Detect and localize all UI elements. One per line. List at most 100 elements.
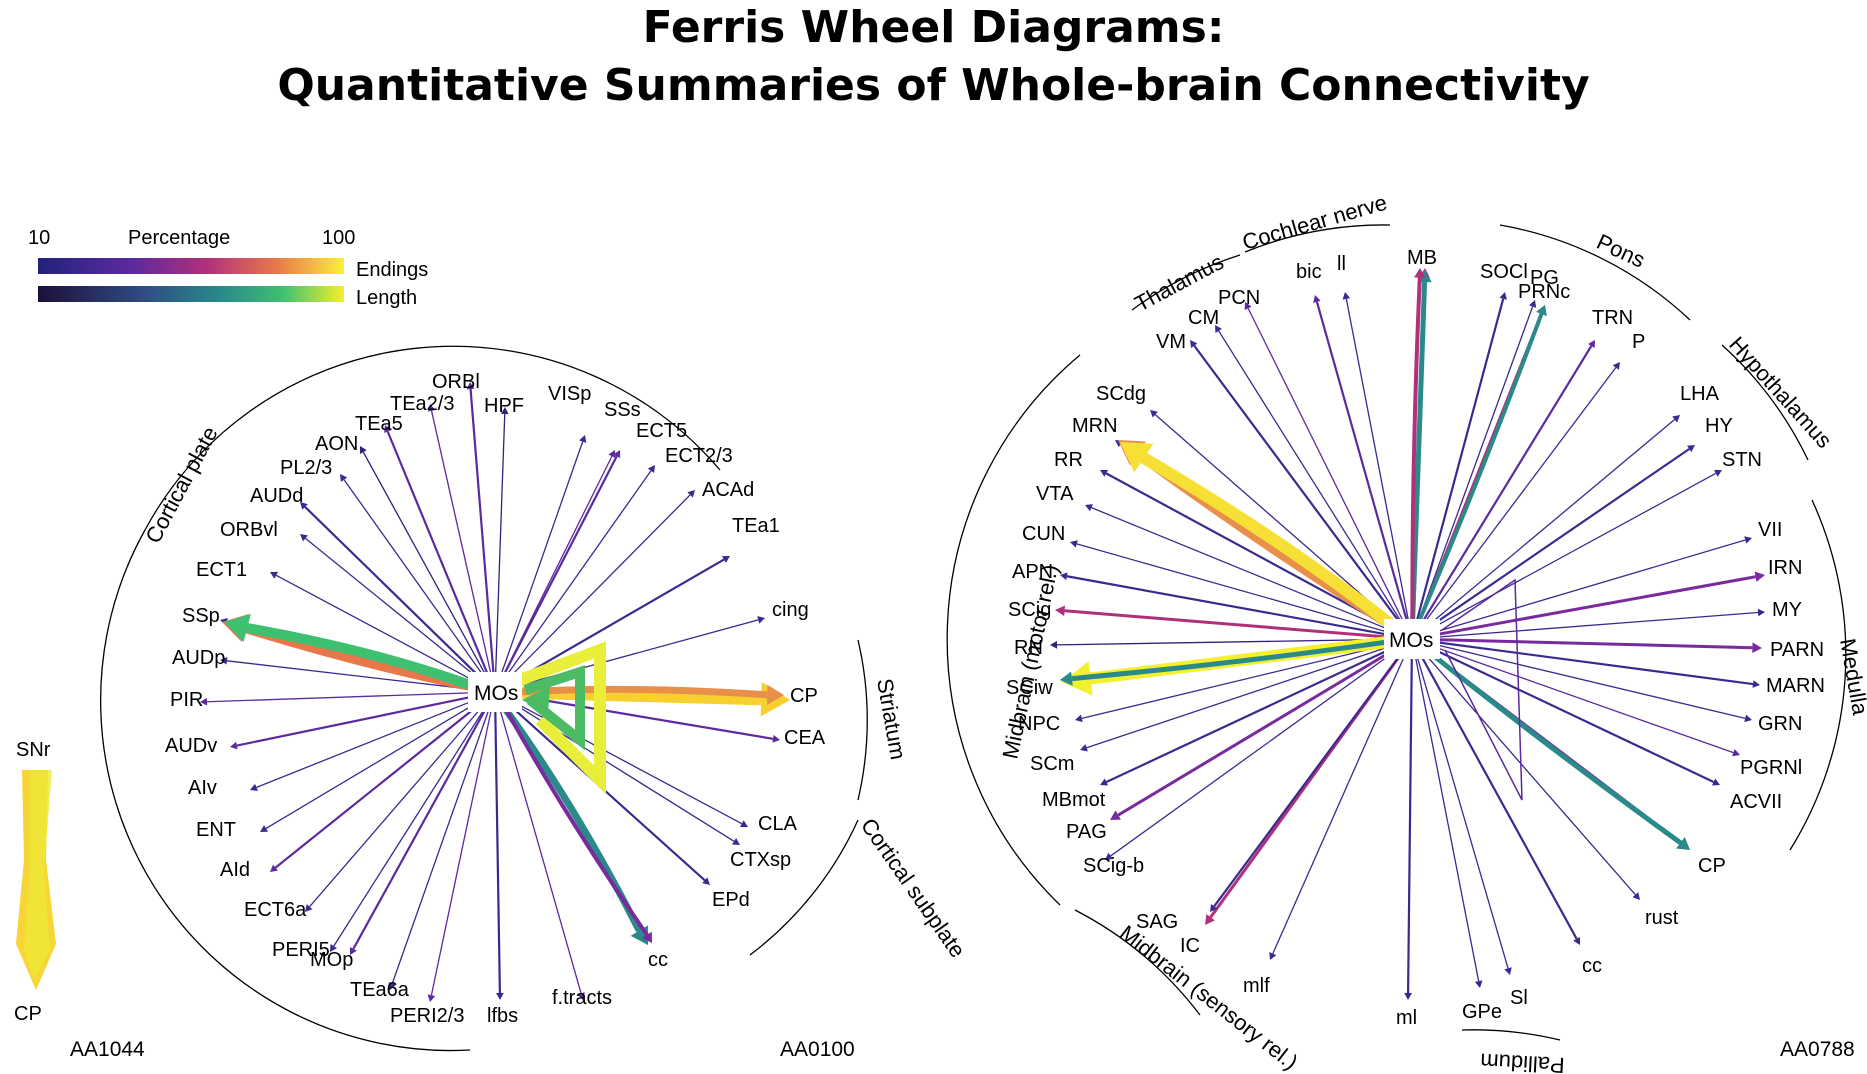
aa0788-arrow-cun-head — [1070, 540, 1078, 548]
aa0100-arrow-audd-head — [300, 502, 308, 510]
aa0788-arrow-apn-stem — [1066, 575, 1395, 637]
arc-midbrain-sensory — [1074, 909, 1201, 1016]
aa0100-arrow-aon-stem — [362, 451, 487, 677]
aa0788-center-box — [1384, 619, 1440, 659]
aa0788-arrow-sl-stem — [1416, 656, 1509, 969]
legend: 10 Percentage 100 Endings Length — [28, 227, 428, 309]
aa0788-arrow-pag-stem — [1117, 646, 1398, 817]
aa0100-arrow-pir-stem — [206, 691, 478, 703]
aa0788-arrow-mbmot-head — [1100, 778, 1109, 786]
aa0788-arrow-rn-head — [1050, 641, 1058, 649]
aa0788-arrow-gpe-head — [1474, 980, 1483, 988]
aa0788-arrow-cc-stem — [1419, 654, 1578, 940]
aa0100-arrow-peri5-stem — [333, 706, 486, 947]
aa0100-arrow-ent-stem — [265, 700, 480, 829]
aa0788-arrow-irn-head — [1754, 571, 1765, 582]
page-title-line-1: Ferris Wheel Diagrams: — [642, 2, 1225, 53]
aa0100-arrow-mop-head — [350, 946, 357, 955]
aa0100-arrow-ect1-head — [270, 571, 278, 579]
aa1044-source-label: SNr — [16, 739, 51, 761]
aa0100-arrow-tea6a-stem — [391, 708, 490, 984]
aa0788-arrow-rust-head — [1632, 892, 1640, 900]
aa0788-target-my: MY — [1772, 599, 1802, 621]
aa0100-target-ect6a: ECT6a — [244, 899, 307, 921]
aa0100-arrow-ect1-stem — [275, 574, 480, 685]
aa0788-arrow-socl-head — [1499, 292, 1507, 300]
arc-cortical-plate-lower — [100, 529, 471, 1052]
aa0788-arrow-bic-head — [1313, 295, 1321, 303]
aa0100-arrow-aid-head — [270, 864, 278, 872]
endings-colorbar — [38, 258, 344, 274]
aa0788-target-apn: APN — [1012, 561, 1053, 583]
aa0788-arrow-vta-stem — [1091, 507, 1396, 633]
aa0788-target-trn: TRN — [1592, 307, 1633, 329]
aa0788-arrow-scig-b-stem — [1110, 648, 1398, 857]
region-cortical-subplate: Cortical subplate — [856, 814, 970, 963]
region-cochlear: Cochlear nerve — [1239, 190, 1389, 255]
legend-max: 100 — [322, 227, 355, 249]
aa0100-arrow-audv-head — [230, 741, 238, 750]
aa0100-target-sss: SSs — [604, 399, 641, 421]
aa0788-target-rr: RR — [1054, 449, 1083, 471]
aa0100-arrow-aiv-stem — [256, 698, 479, 789]
aa0100-arrow-peri2-3-stem — [430, 709, 492, 996]
aa0788-target-rn: RN — [1014, 637, 1043, 659]
aa0100-arrow-epd-stem — [507, 703, 706, 882]
aa0788-arrow-p-head — [1612, 362, 1620, 370]
aa0100-arrow-tea6a-head — [388, 982, 396, 990]
aa0788-arrow-my-stem — [1429, 611, 1759, 639]
aa0100-target-pl2-3: PL2/3 — [280, 457, 332, 479]
aa0788-target-cp: CP — [1698, 855, 1726, 877]
aa0100-target-cing: cing — [772, 599, 809, 621]
aa0100-arrow-epd-head — [702, 877, 710, 885]
aa0788-arrow-ic-head — [1205, 914, 1215, 925]
aa0788-arrow-ll-head — [1342, 292, 1351, 300]
legend-length: Length — [356, 287, 417, 309]
panel-aa1044: SNr CP AA1044 — [14, 739, 145, 1061]
region-cortical-plate: Cortical plate — [140, 422, 222, 547]
aa0100-arrow-peri5-head — [330, 944, 338, 952]
aa0788-target-scdg: SCdg — [1096, 383, 1146, 405]
aa0100-center-box — [468, 672, 522, 712]
aa0788-thick-prnc-length-head — [1536, 305, 1547, 317]
aa0100-target-cea: CEA — [784, 727, 826, 749]
aa0100-target-ect1: ECT1 — [196, 559, 247, 581]
aa0100-arrow-ent-head — [260, 825, 268, 832]
aa0788-arrow-marn-head — [1752, 680, 1760, 688]
aa0100-arrow-tea2-3-stem — [430, 410, 492, 675]
aa0100-arrow-audp-stem — [226, 660, 478, 691]
aa0788-arrow-rr-stem — [1105, 472, 1397, 632]
aa0788-target-irn: IRN — [1768, 557, 1802, 579]
aa0100-arrow-tea1-stem — [510, 558, 725, 684]
aa0788-arrow-rn-stem — [1056, 638, 1395, 646]
aa0788-arrow-ml-stem — [1406, 656, 1413, 993]
aa0788-arrow-scm-stem — [1086, 644, 1396, 749]
aa0100-arrow-hpf-stem — [494, 413, 506, 675]
aa0100-target-epd: EPd — [712, 889, 750, 911]
aa0100-target-peri5: PERI5 — [272, 939, 330, 961]
aa0100-arrow-audd-stem — [304, 506, 483, 681]
aa0100-target-hpf: HPF — [484, 395, 524, 417]
aa0100-arrow-peri2-3-head — [427, 994, 436, 1002]
arc-cortical-subplate — [749, 819, 859, 956]
aa0100-arrow-orbl-stem — [469, 388, 495, 675]
aa0788-arrow-rr-head — [1100, 469, 1109, 477]
aa0788-target-sl: Sl — [1510, 987, 1528, 1009]
aa0788-arrow-lha-head — [1672, 415, 1680, 423]
aa0100-target-ect2-3: ECT2/3 — [665, 445, 733, 467]
aa0100-arrow-sss-head — [608, 450, 616, 458]
aa0100-thick-cp-length-head — [767, 684, 784, 705]
aa0788-target-vm: VM — [1156, 331, 1186, 353]
aa0100-thick-ssp-length-head — [224, 614, 251, 642]
aa0788-target-mbmot: MBmot — [1042, 789, 1106, 811]
aa0100-arrow-pl2-3-stem — [343, 479, 486, 678]
aa0100-arrow-audp-head — [220, 656, 228, 665]
aa0788-arrow-sag-head — [1210, 904, 1218, 912]
aa0788-target-acvii: ACVII — [1730, 791, 1782, 813]
aa0100-arrow-audv-stem — [236, 694, 478, 747]
aa0100-thick-cc-endings-stem — [503, 707, 649, 936]
region-medulla: Medulla — [1835, 637, 1867, 718]
arc-striatum — [857, 639, 868, 801]
aa0788-arrow-scig-b-head — [1105, 852, 1113, 860]
